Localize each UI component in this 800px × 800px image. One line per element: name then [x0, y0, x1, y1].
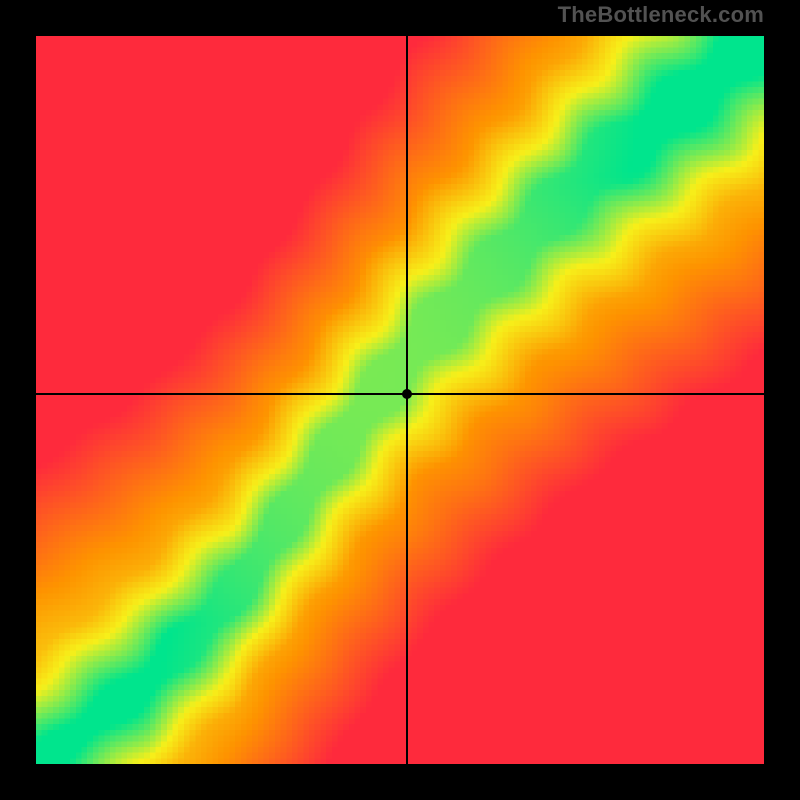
heatmap-canvas [36, 36, 764, 764]
crosshair-vertical [406, 36, 408, 764]
chart-frame: TheBottleneck.com [0, 0, 800, 800]
heatmap-plot [36, 36, 764, 764]
marker-dot [402, 389, 412, 399]
crosshair-horizontal [36, 393, 764, 395]
watermark-text: TheBottleneck.com [558, 2, 764, 28]
